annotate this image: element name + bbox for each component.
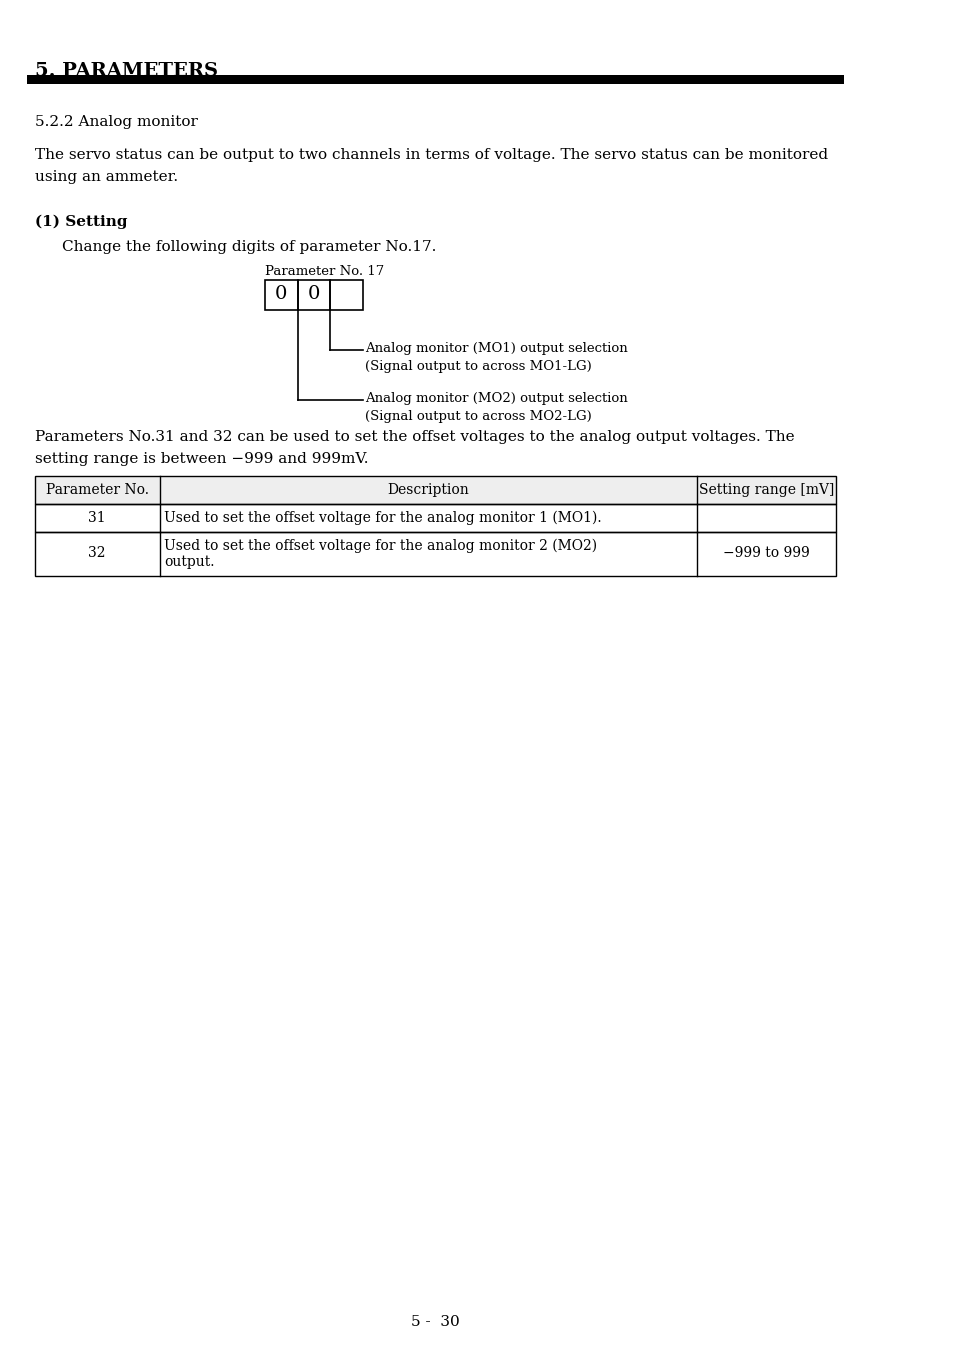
- Text: 5. PARAMETERS: 5. PARAMETERS: [34, 62, 217, 80]
- Text: 5 -  30: 5 - 30: [411, 1315, 459, 1328]
- Text: −999 to 999: −999 to 999: [722, 545, 809, 560]
- Text: 5.2.2 Analog monitor: 5.2.2 Analog monitor: [34, 115, 197, 130]
- Bar: [297, 279, 330, 310]
- Text: Used to set the offset voltage for the analog monitor 1 (MO1).: Used to set the offset voltage for the a…: [164, 512, 601, 525]
- Bar: [34, 532, 835, 576]
- Bar: [34, 477, 835, 504]
- Text: Setting range [mV]: Setting range [mV]: [699, 483, 834, 497]
- Text: The servo status can be output to two channels in terms of voltage. The servo st: The servo status can be output to two ch…: [34, 148, 827, 162]
- Text: Used to set the offset voltage for the analog monitor 2 (MO2): Used to set the offset voltage for the a…: [164, 539, 597, 553]
- Text: Parameter No. 17: Parameter No. 17: [264, 265, 383, 278]
- Text: Parameters No.31 and 32 can be used to set the offset voltages to the analog out: Parameters No.31 and 32 can be used to s…: [34, 431, 794, 444]
- Text: 31: 31: [89, 512, 106, 525]
- Text: 0: 0: [308, 285, 320, 302]
- Text: using an ammeter.: using an ammeter.: [34, 170, 177, 184]
- Text: 32: 32: [89, 545, 106, 560]
- Bar: [264, 279, 297, 310]
- Text: Analog monitor (MO2) output selection: Analog monitor (MO2) output selection: [365, 392, 627, 405]
- Bar: [28, 76, 843, 84]
- Text: (1) Setting: (1) Setting: [34, 215, 127, 230]
- Text: output.: output.: [164, 555, 214, 568]
- Text: (Signal output to across MO1-LG): (Signal output to across MO1-LG): [365, 360, 591, 373]
- Text: Description: Description: [387, 483, 469, 497]
- Text: setting range is between −999 and 999mV.: setting range is between −999 and 999mV.: [34, 452, 368, 466]
- Text: 0: 0: [274, 285, 287, 302]
- Text: Parameter No.: Parameter No.: [46, 483, 149, 497]
- Text: (Signal output to across MO2-LG): (Signal output to across MO2-LG): [365, 410, 591, 423]
- Bar: [330, 279, 363, 310]
- Text: Change the following digits of parameter No.17.: Change the following digits of parameter…: [62, 240, 436, 254]
- Text: Analog monitor (MO1) output selection: Analog monitor (MO1) output selection: [365, 342, 627, 355]
- Bar: [34, 504, 835, 532]
